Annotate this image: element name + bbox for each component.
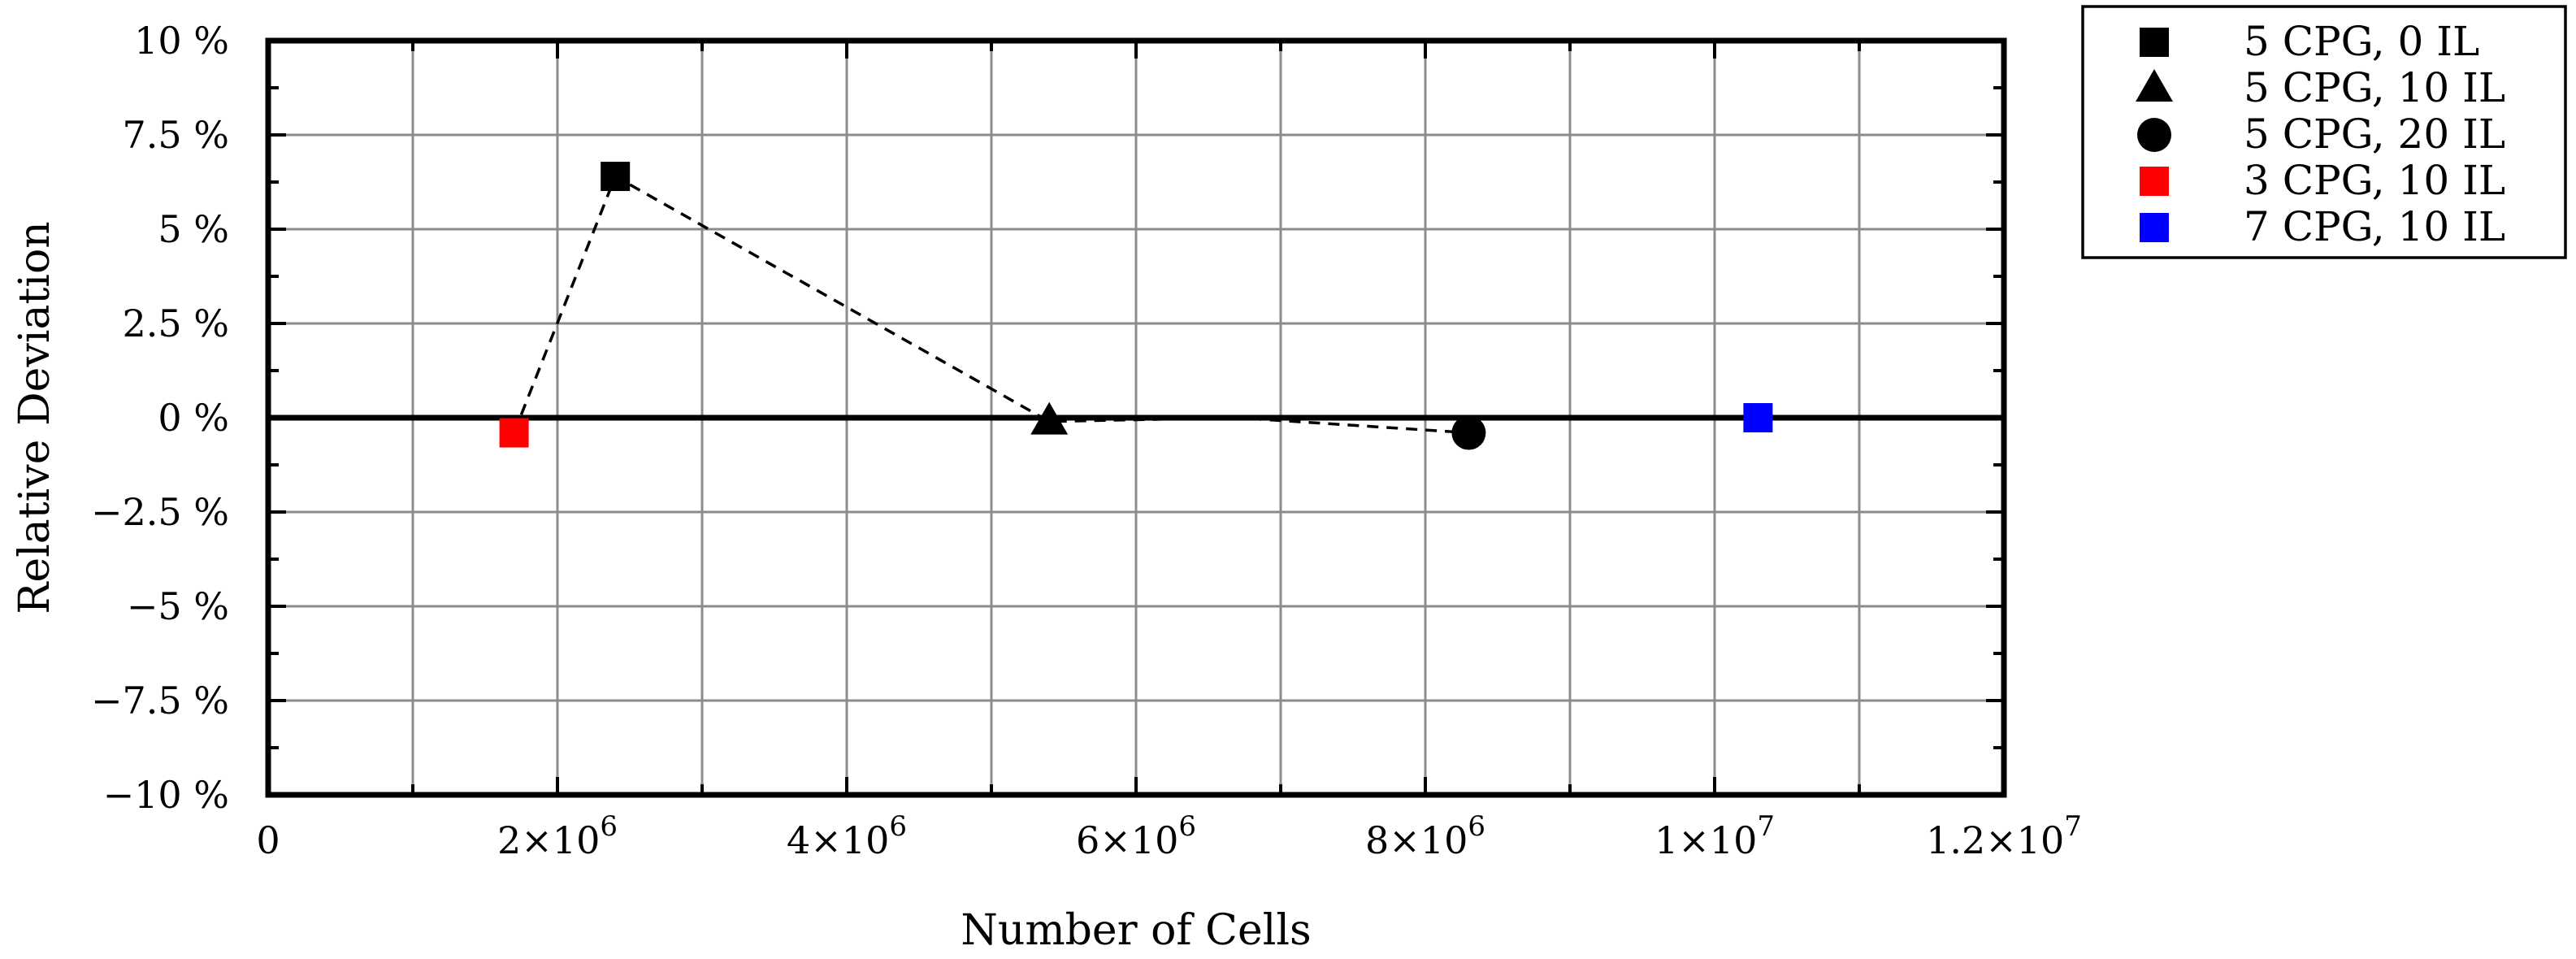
data-point (601, 162, 631, 192)
plot-frame (265, 37, 2007, 798)
legend-marker (2140, 167, 2169, 196)
legend: 5 CPG, 0 IL5 CPG, 10 IL5 CPG, 20 IL3 CPG… (2081, 5, 2567, 259)
y-tick-label: 2.5 % (123, 302, 230, 345)
y-tick-label: 10 % (134, 19, 229, 63)
x-tick-label: 2×106 (497, 810, 618, 862)
x-tick-label: 8×106 (1365, 810, 1485, 862)
grid-layer (268, 41, 2004, 795)
y-tick-label: 5 % (158, 207, 229, 251)
legend-label: 5 CPG, 10 IL (2244, 64, 2505, 111)
data-point (1030, 401, 1069, 435)
x-tick-label: 0 (256, 818, 280, 862)
y-tick-labels: 10 % 7.5 % 5 % 2.5 % 0 % −2.5 % −5 % −7.5 % −10 … (91, 19, 229, 817)
y-tick-label: −5 % (127, 584, 229, 628)
legend-label: 3 CPG, 10 IL (2244, 157, 2505, 204)
data-markers (499, 162, 1773, 450)
legend-label: 7 CPG, 10 IL (2244, 203, 2505, 250)
y-tick-label: −2.5 % (91, 490, 229, 534)
x-tick-label: 1×107 (1654, 810, 1775, 862)
x-tick-labels: 0 2×106 4×106 6×106 8×106 1×107 1.2×107 (256, 810, 2082, 862)
legend-marker (2136, 69, 2173, 102)
dashed-trend-line (512, 174, 1469, 435)
legend-label: 5 CPG, 0 IL (2244, 18, 2479, 65)
x-axis-title: Number of Cells (961, 906, 1311, 955)
y-tick-label: −7.5 % (91, 679, 229, 723)
data-point (1451, 415, 1486, 450)
y-axis-title: Relative Deviation (11, 221, 59, 614)
x-tick-label: 6×106 (1076, 810, 1196, 862)
y-tick-label: 0 % (158, 396, 229, 440)
y-tick-label: −10 % (103, 773, 229, 817)
data-point (499, 418, 529, 448)
y-tick-label: 7.5 % (123, 113, 230, 157)
legend-marker (2137, 118, 2171, 152)
legend-label: 5 CPG, 20 IL (2244, 111, 2505, 158)
x-tick-label: 4×106 (787, 810, 907, 862)
legend-marker (2140, 213, 2169, 242)
legend-marker (2140, 28, 2169, 57)
data-point (1743, 403, 1773, 432)
x-tick-label: 1.2×107 (1926, 810, 2082, 862)
